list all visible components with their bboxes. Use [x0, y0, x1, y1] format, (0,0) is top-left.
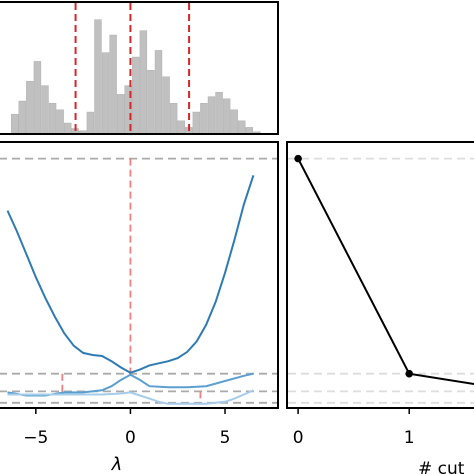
- main-x-axis-label: λ: [111, 454, 123, 474]
- right-series-point-1: [405, 369, 414, 378]
- main-series-line-2: [7, 389, 254, 405]
- main-series: [6, 174, 255, 405]
- right-x-tick-label-0: 0: [293, 428, 304, 448]
- histogram-bar-5: [48, 102, 57, 135]
- main-x-ticks: −5 0 5: [23, 408, 230, 448]
- right-x-tick-label-1: 1: [404, 428, 415, 448]
- histogram-bar-27: [215, 91, 223, 135]
- main-reference-lines: [0, 157, 277, 404]
- histogram-bar-1: [18, 100, 26, 135]
- histogram-bar-21: [169, 102, 178, 135]
- histogram-frame: [0, 1, 279, 135]
- main-panel: −5 0 5 λ: [0, 141, 279, 474]
- histogram-bar-7: [64, 122, 72, 135]
- histogram-bar-2: [26, 80, 34, 135]
- histogram-bar-30: [238, 120, 246, 135]
- main-x-tick-label-2: 5: [220, 428, 231, 448]
- histogram-bar-16: [132, 56, 140, 135]
- main-x-tick-label-0: −5: [23, 428, 48, 448]
- histogram-bar-18: [147, 69, 155, 135]
- histogram-bar-10: [86, 111, 95, 135]
- right-reference-lines: [288, 157, 474, 404]
- main-x-tick-label-1: 0: [125, 428, 136, 448]
- histogram-bar-3: [33, 61, 42, 135]
- right-x-axis-label: # cut: [418, 459, 465, 474]
- histogram-bar-14: [116, 94, 125, 135]
- main-series-line-1: [7, 372, 254, 397]
- histogram-bar-26: [207, 96, 216, 135]
- histogram-bar-24: [192, 111, 201, 135]
- histogram-bar-12: [101, 52, 110, 135]
- histogram-bar-22: [177, 120, 185, 135]
- histogram-bar-25: [200, 102, 208, 135]
- right-series-line-0: [297, 158, 474, 386]
- histogram-bar-19: [154, 50, 163, 135]
- histogram-bar-29: [230, 109, 238, 135]
- histogram-bar-4: [41, 85, 49, 135]
- main-cut-lines: [61, 158, 202, 403]
- right-frame: [286, 141, 474, 409]
- main-frame: [0, 141, 279, 409]
- histogram-bars: [11, 19, 261, 135]
- histogram-panel: [0, 1, 279, 135]
- right-series-point-0: [294, 154, 302, 163]
- histogram-bar-13: [109, 34, 117, 135]
- histogram-bar-20: [162, 76, 170, 135]
- histogram-bar-17: [139, 30, 148, 135]
- histogram-bar-11: [94, 19, 102, 135]
- main-series-line-0: [6, 174, 255, 374]
- histogram-bar-28: [222, 98, 231, 135]
- histogram-bar-6: [56, 109, 64, 135]
- right-series: [294, 154, 474, 386]
- histogram-bar-0: [11, 113, 19, 135]
